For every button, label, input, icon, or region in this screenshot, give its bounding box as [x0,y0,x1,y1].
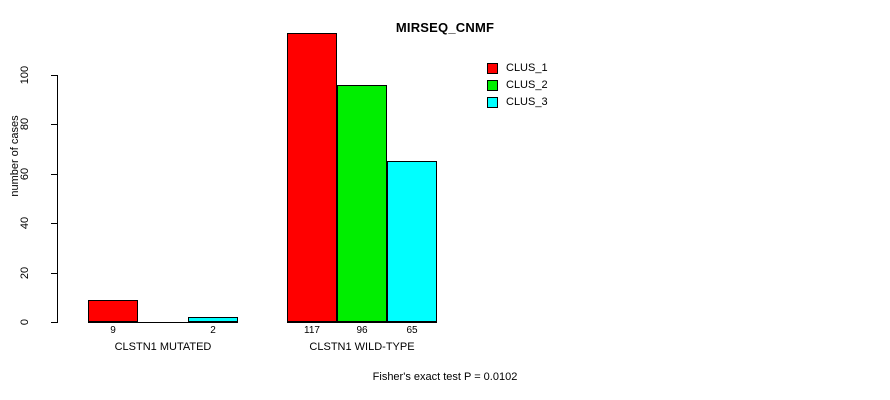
bar[interactable] [387,161,437,322]
bar-value-label: 2 [210,325,216,336]
y-axis-tick [51,124,57,126]
bar[interactable] [287,33,337,322]
legend-item-label: CLUS_2 [506,79,548,91]
bar-value-label: 96 [356,325,368,336]
y-axis-tick [51,272,57,274]
chart-title: MIRSEQ_CNMF [395,20,495,35]
bar[interactable] [88,299,138,322]
y-axis-tick [51,322,57,323]
legend-item-label: CLUS_1 [506,62,548,74]
legend-swatch-icon [487,80,498,91]
group-baseline [287,322,437,323]
legend-item[interactable]: CLUS_1 [487,60,548,77]
legend-swatch-icon [487,63,498,74]
y-axis-tick [51,75,57,76]
legend-swatch-icon [487,97,498,108]
bar[interactable] [188,317,238,322]
legend-item[interactable]: CLUS_2 [487,77,548,94]
group-axis-label: CLSTN1 MUTATED [114,341,212,353]
y-axis-tick [51,223,57,225]
bar-value-label: 65 [406,325,418,336]
y-axis-spine [57,75,58,323]
legend: CLUS_1 CLUS_2 CLUS_3 [487,60,548,111]
bar-value-label: 117 [304,325,320,336]
legend-item-label: CLUS_3 [506,96,548,108]
statistical-annotation: Fisher's exact test P = 0.0102 [372,371,518,383]
bar-value-label: 9 [110,325,116,336]
legend-item[interactable]: CLUS_3 [487,94,548,111]
bar[interactable] [337,84,387,322]
group-axis-label: CLSTN1 WILD-TYPE [309,341,415,353]
group-baseline [88,322,238,323]
y-axis-tick [51,173,57,175]
